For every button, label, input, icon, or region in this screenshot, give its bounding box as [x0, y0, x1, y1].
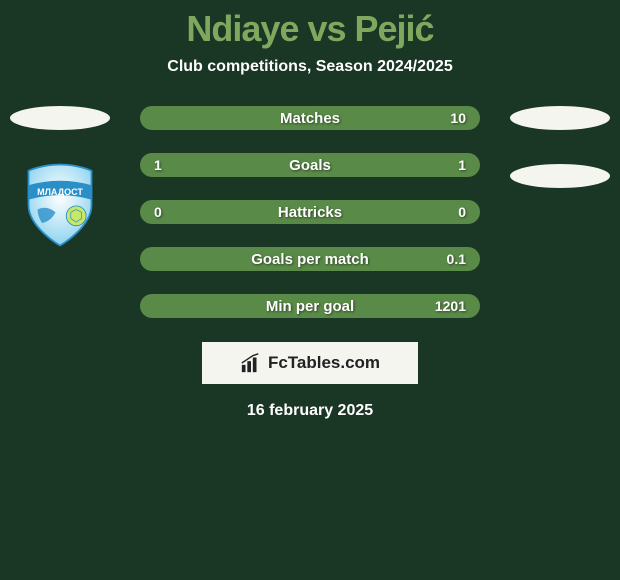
stat-pill: Goals per match 0.1 [140, 247, 480, 271]
stat-pill: 1 Goals 1 [140, 153, 480, 177]
stat-value-left: 1 [154, 157, 162, 173]
svg-text:МЛАДОСТ: МЛАДОСТ [37, 187, 83, 197]
stat-label: Goals [289, 157, 331, 174]
stat-label: Min per goal [266, 298, 354, 315]
stat-value-left: 0 [154, 204, 162, 220]
stat-row-goals-per-match: Goals per match 0.1 [140, 247, 480, 271]
date-text: 16 february 2025 [247, 402, 373, 420]
left-player-badges: МЛАДОСТ [10, 106, 110, 250]
stat-row-hattricks: 0 Hattricks 0 [140, 200, 480, 224]
stat-pill: Matches 10 [140, 106, 480, 130]
stat-pill: Min per goal 1201 [140, 294, 480, 318]
brand-text: FcTables.com [268, 353, 380, 373]
stat-row-min-per-goal: Min per goal 1201 [140, 294, 480, 318]
chart-bars-icon [240, 352, 262, 374]
brand-box[interactable]: FcTables.com [202, 342, 418, 384]
stat-value-right: 0.1 [447, 251, 466, 267]
player-badge-placeholder [510, 164, 610, 188]
stat-value-right: 1201 [435, 298, 466, 314]
stat-value-right: 10 [450, 110, 466, 126]
stat-row-goals: 1 Goals 1 [140, 153, 480, 177]
club-logo-left: МЛАДОСТ [10, 160, 110, 250]
player-badge-placeholder [10, 106, 110, 130]
stat-value-right: 0 [458, 204, 466, 220]
subtitle: Club competitions, Season 2024/2025 [167, 58, 452, 76]
stat-label: Hattricks [278, 204, 342, 221]
stat-row-matches: Matches 10 [140, 106, 480, 130]
mladost-shield-icon: МЛАДОСТ [15, 160, 105, 250]
page-title: Ndiaye vs Pejić [186, 8, 433, 50]
right-player-badges [510, 106, 610, 188]
stat-label: Matches [280, 110, 340, 127]
stat-label: Goals per match [251, 251, 369, 268]
comparison-area: МЛАДОСТ Matches 10 1 [0, 106, 620, 318]
stats-rows: Matches 10 1 Goals 1 0 Hattricks 0 [140, 106, 480, 318]
stat-value-right: 1 [458, 157, 466, 173]
stat-pill: 0 Hattricks 0 [140, 200, 480, 224]
player-badge-placeholder [510, 106, 610, 130]
